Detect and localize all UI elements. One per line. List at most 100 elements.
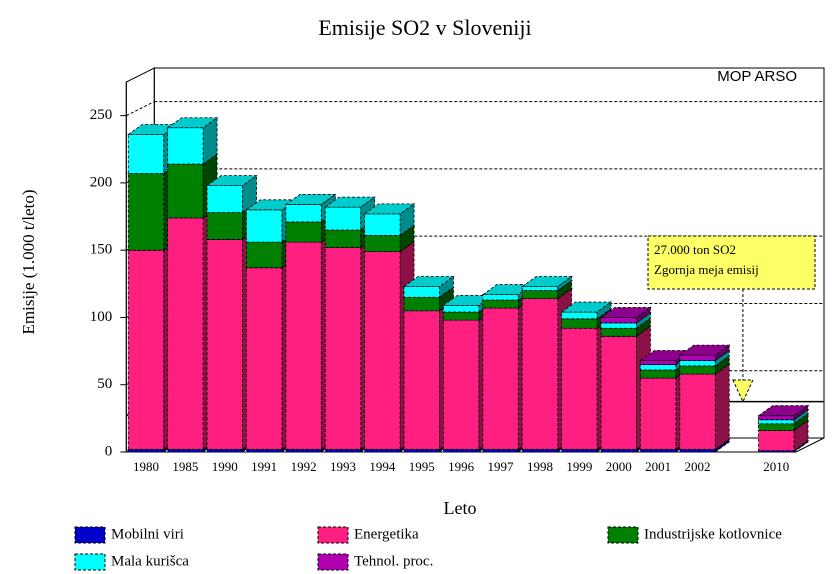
bar-top: [284, 194, 337, 205]
bar-segment: [757, 404, 810, 421]
bar-segment: [520, 275, 573, 292]
bar-front: [443, 304, 480, 313]
x-tick-label: 2000: [606, 459, 632, 474]
bar-front: [403, 296, 440, 312]
bar-front: [127, 249, 165, 450]
chart-title: Emisije SO2 v Sloveniji: [318, 15, 531, 40]
bar-top: [599, 307, 652, 318]
bar-front: [127, 134, 165, 174]
bar-front: [206, 239, 243, 450]
bar-front: [521, 290, 559, 300]
bar-front: [206, 448, 243, 453]
x-tick-label: 1991: [251, 459, 277, 474]
bar-front: [246, 241, 283, 269]
y-tick-label: 50: [97, 376, 112, 392]
bar-segment: [560, 301, 613, 320]
annotation-text: Zgornja meja emisij: [654, 262, 759, 277]
bar-front: [600, 322, 637, 329]
bar-segment: [166, 116, 219, 165]
legend-swatch: [607, 526, 639, 544]
bar-front: [403, 310, 440, 450]
bar-front: [482, 299, 519, 309]
bar-top: [363, 203, 416, 215]
y-tick-label: 250: [90, 107, 113, 123]
bar-front: [639, 360, 677, 365]
bar-front: [679, 373, 716, 450]
bar-front: [364, 213, 401, 236]
bar-top: [402, 276, 455, 287]
bar-front: [561, 327, 598, 450]
bar-side: [793, 412, 809, 432]
legend-swatch: [317, 526, 349, 544]
x-tick-label: 1997: [488, 459, 515, 474]
bar-top: [757, 405, 810, 417]
bar-front: [600, 448, 637, 453]
bar-segment: [678, 344, 731, 362]
bar-front: [443, 319, 480, 450]
bar-segment: [363, 203, 416, 237]
legend-label: Industrijske kotlovnice: [644, 526, 782, 542]
bar-side: [596, 301, 612, 320]
bar-front: [521, 448, 559, 453]
bar-front: [246, 209, 283, 243]
x-tick-label: 1998: [527, 459, 553, 474]
annotation-text: 27.000 ton SO2: [654, 242, 736, 257]
bar-front: [679, 365, 716, 375]
y-tick-label: 0: [105, 443, 113, 459]
bar-front: [324, 247, 362, 450]
x-tick-label: 1980: [133, 459, 159, 474]
bar-segment: [678, 363, 731, 451]
bar-front: [167, 163, 204, 219]
bar-front: [364, 234, 401, 252]
bar-front: [127, 448, 165, 453]
bar-front: [639, 448, 677, 453]
legend-label: Energetika: [354, 526, 419, 542]
x-tick-label: 1995: [409, 459, 435, 474]
bar-segment: [323, 196, 376, 231]
x-tick-label: 1996: [448, 459, 475, 474]
bar-front: [679, 354, 716, 361]
bar-front: [206, 212, 243, 240]
x-tick-label: 1993: [330, 459, 356, 474]
source-note: MOP ARSO: [717, 68, 797, 85]
bar-front: [521, 286, 559, 291]
bar-front: [639, 377, 677, 450]
bar-front: [364, 448, 401, 453]
bar-front: [324, 206, 362, 231]
bar-front: [679, 448, 716, 453]
legend-label: Mobilni viri: [111, 526, 184, 542]
bar-front: [443, 448, 480, 453]
bar-top: [205, 175, 258, 187]
legend-label: Tehnol. proc.: [354, 553, 433, 569]
bar-front: [600, 335, 637, 450]
legend-swatch: [74, 553, 106, 571]
x-tick-label: 1992: [291, 459, 317, 474]
bar-front: [482, 307, 519, 450]
bar-front: [561, 311, 598, 320]
bar-front: [639, 369, 677, 379]
bar-front: [758, 430, 795, 452]
y-axis-label: Emisije (1.000 t/leto): [19, 190, 38, 335]
bar-front: [403, 286, 440, 298]
bar-front: [758, 415, 795, 421]
x-tick-label: 2001: [645, 459, 671, 474]
bar-top: [323, 196, 376, 208]
bar-segment: [599, 306, 652, 324]
legend-swatch: [74, 526, 106, 544]
bar-front: [127, 173, 165, 251]
bar-front: [285, 204, 322, 223]
bar-front: [521, 298, 559, 450]
bar-front: [285, 448, 322, 453]
bar-top: [678, 344, 731, 356]
y-tick-label: 100: [90, 309, 113, 325]
bar-front: [364, 251, 401, 450]
bar-top: [520, 276, 573, 287]
bar-segment: [205, 174, 258, 214]
x-tick-label: 1985: [172, 459, 198, 474]
grid-line: [126, 101, 155, 117]
bar-front: [639, 364, 677, 371]
x-tick-label: 2010: [763, 459, 789, 474]
x-tick-label: 1999: [566, 459, 592, 474]
x-tick-label: 1990: [212, 459, 238, 474]
y-tick-label: 150: [90, 242, 113, 258]
